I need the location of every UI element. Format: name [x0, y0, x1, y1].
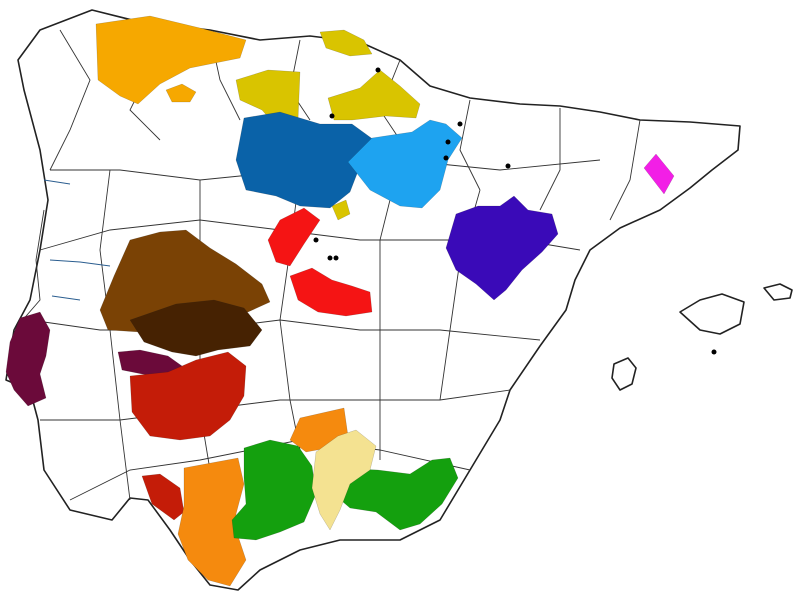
region-cantabria-basque-b [319, 29, 373, 57]
location-markers [313, 67, 717, 355]
region-andalusia-green-b [333, 457, 459, 531]
colored-regions [5, 15, 675, 587]
marker-dot [313, 237, 319, 243]
region-asturias [95, 15, 247, 105]
region-extremadura-dark [129, 299, 263, 357]
marker-dot [443, 155, 449, 161]
marker-dot [711, 349, 717, 355]
region-cantabria-basque-d [331, 199, 351, 221]
marker-dot [505, 163, 511, 169]
region-catalonia-east [643, 153, 675, 195]
marker-dot [445, 139, 451, 145]
region-andalusia-green [231, 439, 317, 541]
ibiza-outline [611, 357, 637, 391]
region-castile-north [235, 111, 375, 209]
mallorca-outline [679, 293, 745, 335]
region-andalusia-west [177, 457, 247, 587]
region-granada-pale [311, 429, 377, 531]
menorca-outline [763, 283, 793, 301]
region-badajoz-south [129, 351, 247, 441]
region-portugal-south [5, 311, 51, 407]
region-asturias-blob [165, 83, 197, 103]
marker-dot [329, 113, 335, 119]
region-madrid-area [267, 207, 321, 267]
rivers [43, 179, 111, 301]
region-madrid-area-b [289, 267, 373, 317]
region-teruel [445, 195, 559, 301]
marker-dot [333, 255, 339, 261]
marker-dot [375, 67, 381, 73]
region-cantabria-basque-c [327, 69, 421, 121]
marker-dot [457, 121, 463, 127]
region-aragon-west [347, 119, 463, 209]
marker-dot [327, 255, 333, 261]
